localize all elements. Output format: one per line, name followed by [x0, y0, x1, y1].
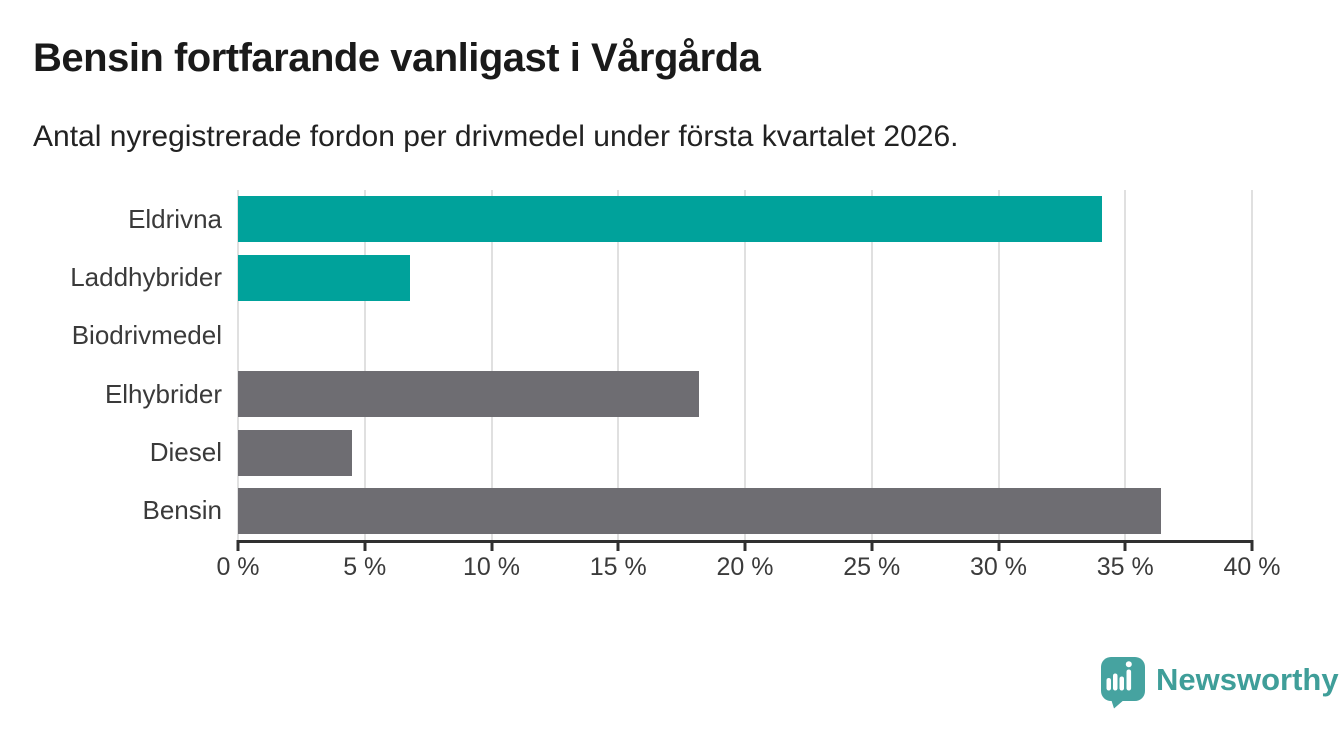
x-axis-tick-label: 15 % — [589, 553, 647, 581]
x-axis-tick-label: 10 % — [463, 553, 520, 581]
gridline — [870, 190, 873, 540]
plot-area — [237, 190, 1253, 540]
chart-subtitle: Antal nyregistrerade fordon per drivmede… — [33, 120, 959, 153]
bar-laddhybrider — [238, 254, 411, 301]
x-axis-tick — [870, 540, 874, 551]
x-axis-tick-label: 25 % — [843, 553, 901, 581]
gridline — [1124, 190, 1127, 540]
gridline — [237, 190, 239, 540]
x-axis-tick-labels: 0 % 5 % 10 % 15 % 20 % 25 % 30 % 35 % 40 % — [216, 553, 1280, 585]
x-axis-tick-label: 20 % — [716, 553, 774, 581]
bar-elhybrider — [238, 371, 700, 418]
x-axis-tick — [1250, 540, 1254, 551]
x-axis-tick-label: 35 % — [1096, 553, 1154, 581]
chart-title: Bensin fortfarande vanligast i Vårgårda — [33, 36, 761, 80]
bar-chart-speech-bubble-icon — [1101, 657, 1145, 709]
x-axis-tick-label: 0 % — [216, 553, 260, 581]
category-label-diesel: Diesel — [149, 436, 222, 467]
category-label-eldrivna: Eldrivna — [128, 203, 222, 234]
x-axis-tick — [1123, 540, 1127, 551]
x-axis-tick-label: 40 % — [1223, 553, 1281, 581]
gridline — [1251, 190, 1253, 540]
category-label-elhybrider: Elhybrider — [104, 378, 222, 409]
mini-bar-chart-glyph — [1106, 661, 1132, 691]
brand-name: Newsworthy — [1156, 662, 1339, 697]
x-axis-tick — [363, 540, 367, 551]
brand-logo: Newsworthy — [1100, 657, 1339, 709]
category-label-laddhybrider: Laddhybrider — [70, 261, 222, 292]
x-axis-tick — [490, 540, 493, 551]
gridline — [744, 190, 746, 540]
category-label-bensin: Bensin — [142, 495, 223, 526]
bar-diesel — [238, 429, 353, 476]
bar-bensin — [238, 487, 1161, 534]
x-axis-tick — [236, 540, 240, 551]
gridline — [997, 190, 1000, 540]
gridline — [363, 190, 366, 540]
x-axis-tick — [616, 540, 620, 551]
x-axis-ticks — [236, 540, 1254, 551]
gridline — [617, 190, 620, 540]
gridline — [490, 190, 493, 540]
x-axis-tick-label: 5 % — [343, 553, 387, 581]
category-label-biodrivmedel: Biodrivmedel — [71, 320, 222, 351]
x-axis-tick — [997, 540, 1000, 551]
bar-eldrivna — [238, 196, 1103, 243]
x-axis-tick — [743, 540, 747, 551]
y-axis-labels: Eldrivna Laddhybrider Biodrivmedel Elhybrid… — [0, 190, 222, 540]
x-axis-tick-label: 30 % — [970, 553, 1027, 581]
